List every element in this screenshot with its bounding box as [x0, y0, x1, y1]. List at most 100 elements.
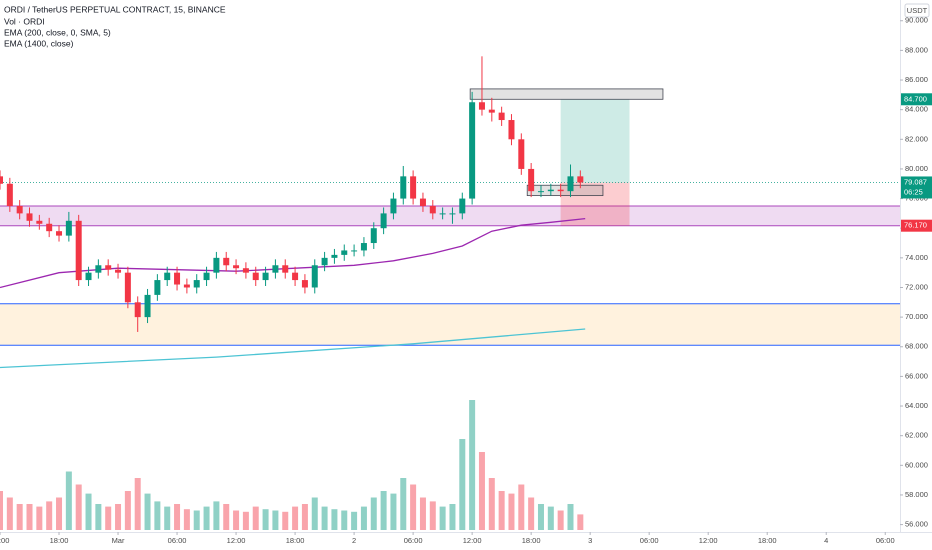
volume-bar: [360, 506, 367, 530]
candle-body: [459, 198, 466, 214]
candle-body: [390, 198, 397, 214]
x-tick-label: 12:00: [0, 536, 9, 545]
candle-body: [301, 280, 308, 288]
volume-bar: [478, 452, 485, 530]
candle-body: [183, 284, 190, 288]
y-tick-label: 86.000: [905, 75, 928, 84]
volume-bar: [390, 493, 397, 530]
volume-bar: [203, 506, 210, 530]
currency-label: USDT: [907, 6, 928, 15]
candle-body: [577, 176, 584, 183]
y-tick-label: 56.000: [905, 520, 928, 529]
volume-bar: [577, 514, 584, 530]
y-tick-label: 70.000: [905, 312, 928, 321]
volume-bar: [0, 491, 3, 530]
candle-body: [193, 280, 200, 288]
candle-body: [203, 272, 210, 281]
y-tick-label: 80.000: [905, 164, 928, 173]
candle-body: [252, 272, 259, 281]
volume-bar: [124, 491, 131, 530]
y-tick-label: 60.000: [905, 460, 928, 469]
price-badge-label: 84.700: [904, 94, 927, 103]
candle-body: [0, 176, 3, 184]
volume-bar: [410, 484, 417, 530]
rectangle-drawing: [469, 88, 664, 100]
candle-body: [95, 265, 102, 273]
indicator-label: EMA (1400, close): [4, 38, 74, 48]
volume-bar: [537, 504, 544, 530]
candle-body: [360, 243, 367, 251]
candle-body: [488, 109, 495, 113]
y-tick-label: 66.000: [905, 371, 928, 380]
volume-bar: [282, 511, 289, 530]
volume-bar: [528, 497, 535, 530]
y-tick-label: 64.000: [905, 401, 928, 410]
price-badge: [901, 219, 932, 232]
volume-bar: [331, 509, 338, 530]
volume-bar: [174, 504, 181, 530]
volume-bar: [233, 510, 240, 530]
x-tick-label: Mar: [112, 536, 125, 545]
currency-button[interactable]: [904, 3, 930, 18]
candle-body: [65, 220, 72, 236]
x-tick-label: 4: [824, 536, 828, 545]
volume-bar: [56, 497, 63, 530]
volume-bar: [6, 497, 13, 530]
candle-body: [154, 280, 161, 295]
volume-bar: [36, 506, 43, 530]
volume-bar: [557, 510, 564, 530]
volume-bar: [459, 439, 466, 530]
x-tick-label: 12:00: [699, 536, 718, 545]
volume-bar: [65, 471, 72, 530]
volume-bar: [223, 504, 230, 530]
candle-body: [419, 198, 426, 206]
x-tick-label: 06:00: [404, 536, 423, 545]
x-tick-label: 18:00: [286, 536, 305, 545]
candle-body: [36, 220, 43, 224]
y-tick-label: 62.000: [905, 431, 928, 440]
y-tick-label: 82.000: [905, 134, 928, 143]
candle-body: [164, 272, 171, 281]
price-badge-label: 76.170: [904, 221, 927, 230]
y-tick-label: 68.000: [905, 342, 928, 351]
x-tick-label: 18:00: [522, 536, 541, 545]
volume-bar: [85, 493, 92, 530]
volume-bar: [547, 506, 554, 530]
candle-body: [282, 265, 289, 273]
y-tick-label: 90.000: [905, 16, 928, 25]
candle-body: [213, 257, 220, 273]
volume-bar: [144, 493, 151, 530]
volume-bar: [518, 484, 525, 530]
target-area: [560, 99, 630, 183]
candle-body: [429, 205, 436, 214]
x-tick-label: 06:00: [876, 536, 895, 545]
zone: [0, 205, 900, 226]
volume-bar: [321, 506, 328, 530]
volume-bar: [105, 506, 112, 530]
candle-body: [144, 294, 151, 318]
candle-body: [223, 257, 230, 266]
candle-body: [242, 268, 249, 273]
volume-bar: [252, 506, 259, 530]
candle-body: [321, 257, 328, 266]
volume-bar: [95, 504, 102, 530]
candle-body: [478, 102, 485, 110]
volume-bar: [26, 504, 33, 530]
price-badge: [901, 176, 932, 199]
indicator-label: EMA (200, close, 0, SMA, 5): [4, 27, 111, 37]
candle-body: [16, 205, 23, 214]
volume-bar: [262, 509, 269, 530]
x-tick-label: 06:00: [168, 536, 187, 545]
volume-bar: [429, 501, 436, 530]
ema-line: [0, 328, 586, 369]
candle-body: [292, 272, 299, 281]
volume-bar: [567, 504, 574, 530]
candle-body: [85, 272, 92, 281]
candle-body: [370, 228, 377, 244]
candle-body: [233, 265, 240, 269]
candle-body: [124, 272, 131, 303]
x-tick-label: 12:00: [227, 536, 246, 545]
x-tick-label: 12:00: [463, 536, 482, 545]
